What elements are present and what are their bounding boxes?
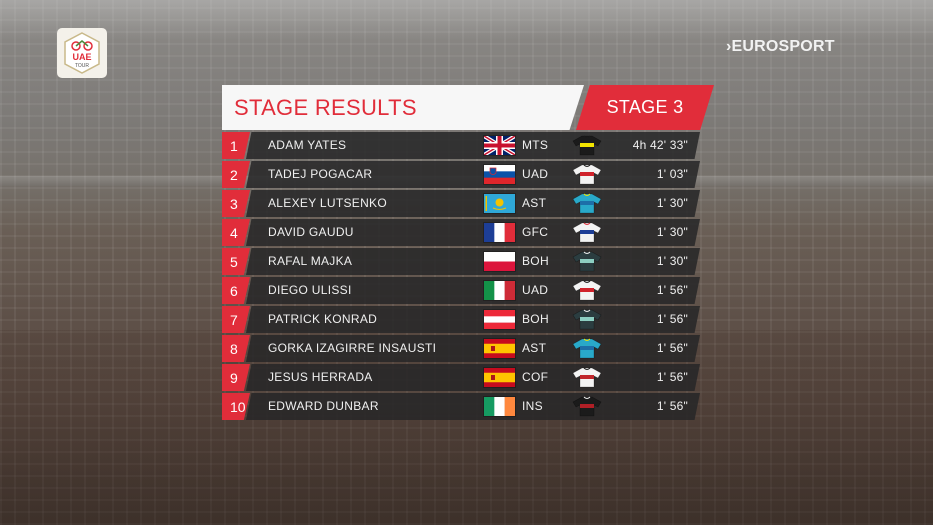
position-number: 2 [222,161,250,188]
result-row-background [246,335,700,362]
logo-text-tour: TOUR [75,63,89,69]
position-number: 4 [222,219,250,246]
finish-time: 1' 30" [656,225,688,239]
result-row: 1 ADAM YATES MTS 4h 42' 33" [222,132,700,159]
finish-time: 1' 56" [656,312,688,326]
logo-text-uae: UAE [72,52,91,62]
result-row-background [246,364,700,391]
finish-time: 1' 56" [656,399,688,413]
finish-time: 1' 30" [656,254,688,268]
team-code: AST [522,341,547,355]
position-number: 9 [222,364,250,391]
team-code: UAD [522,283,549,297]
finish-time: 4h 42' 33" [632,138,688,152]
rider-name: TADEJ POGACAR [268,167,373,181]
result-row-background [246,161,700,188]
position-number: 1 [222,132,250,159]
result-row-background [246,132,700,159]
background-canyon [0,330,933,525]
position-number: 5 [222,248,250,275]
uad-jersey-icon [572,280,602,301]
position-number: 7 [222,306,250,333]
gb-flag-icon [484,136,515,155]
result-row: 9 JESUS HERRADA COF 1' 56" [222,364,700,391]
result-row: 10 EDWARD DUNBAR INS 1' 56" [222,393,700,420]
team-code: INS [522,399,543,413]
gfc-jersey-icon [572,222,602,243]
team-code: BOH [522,254,549,268]
ie-flag-icon [484,397,515,416]
fr-flag-icon [484,223,515,242]
result-row-background [246,306,700,333]
result-row-background [246,393,700,420]
ast-jersey-icon [572,193,602,214]
rider-name: DIEGO ULISSI [268,283,352,297]
board-header: STAGE RESULTS STAGE 3 [222,85,714,130]
position-number: 10 [222,393,250,420]
rider-name: RAFAL MAJKA [268,254,353,268]
cof-jersey-icon [572,367,602,388]
team-code: MTS [522,138,549,152]
ins-jersey-icon [572,396,602,417]
background-haze [0,0,933,40]
broadcaster-name: EUROSPORT [731,38,835,55]
result-row: 8 GORKA IZAGIRRE INSAUSTI AST 1' 56" [222,335,700,362]
finish-time: 1' 03" [656,167,688,181]
rider-name: EDWARD DUNBAR [268,399,379,413]
position-number: 8 [222,335,250,362]
result-row-background [246,248,700,275]
result-row: 6 DIEGO ULISSI UAD 1' 56" [222,277,700,304]
stage-results-board: STAGE RESULTS STAGE 3 1 ADAM YATES MTS 4… [222,85,714,422]
result-row: 2 TADEJ POGACAR UAD 1' 03" [222,161,700,188]
mts-jersey-icon [572,135,602,156]
uae-tour-logo-icon: UAE TOUR [64,32,100,74]
result-row-background [246,190,700,217]
finish-time: 1' 56" [656,283,688,297]
result-row: 4 DAVID GAUDU GFC 1' 30" [222,219,700,246]
es-flag-icon [484,339,515,358]
rider-name: GORKA IZAGIRRE INSAUSTI [268,341,437,355]
at-flag-icon [484,310,515,329]
team-code: GFC [522,225,549,239]
result-row: 7 PATRICK KONRAD BOH 1' 56" [222,306,700,333]
results-list: 1 ADAM YATES MTS 4h 42' 33" 2 TADEJ POGA… [222,132,714,420]
rider-name: ADAM YATES [268,138,347,152]
es-flag-icon [484,368,515,387]
result-row-background [246,219,700,246]
broadcaster-arrow-icon: › [726,38,732,55]
boh-jersey-icon [572,309,602,330]
team-code: UAD [522,167,549,181]
result-row: 5 RAFAL MAJKA BOH 1' 30" [222,248,700,275]
result-row-background [246,277,700,304]
broadcaster-logo: ›EUROSPORT [726,38,835,56]
finish-time: 1' 56" [656,370,688,384]
position-number: 6 [222,277,250,304]
ast-jersey-icon [572,338,602,359]
pl-flag-icon [484,252,515,271]
rider-name: PATRICK KONRAD [268,312,378,326]
rider-name: DAVID GAUDU [268,225,354,239]
result-row: 3 ALEXEY LUTSENKO AST 1' 30" [222,190,700,217]
finish-time: 1' 30" [656,196,688,210]
uad-jersey-icon [572,164,602,185]
position-number: 3 [222,190,250,217]
team-code: AST [522,196,547,210]
finish-time: 1' 56" [656,341,688,355]
board-title: STAGE RESULTS [222,85,584,130]
kz-flag-icon [484,194,515,213]
si-flag-icon [484,165,515,184]
rider-name: JESUS HERRADA [268,370,373,384]
it-flag-icon [484,281,515,300]
team-code: BOH [522,312,549,326]
team-code: COF [522,370,549,384]
boh-jersey-icon [572,251,602,272]
uae-tour-logo: UAE TOUR [57,28,107,78]
rider-name: ALEXEY LUTSENKO [268,196,387,210]
stage-label: STAGE 3 [576,85,714,130]
